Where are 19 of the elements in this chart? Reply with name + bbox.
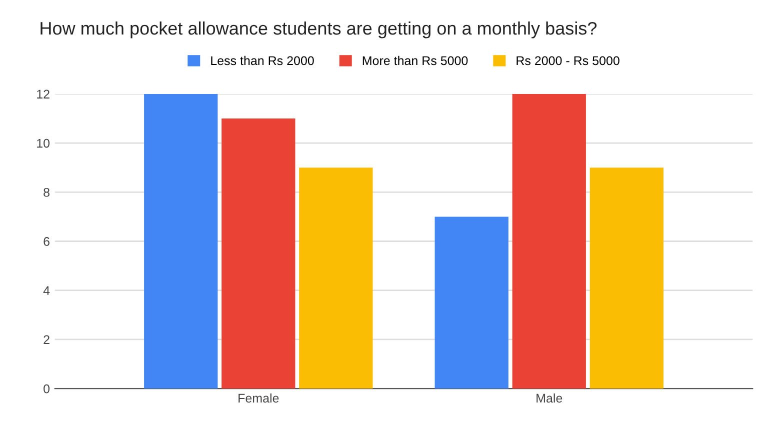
bar — [512, 94, 586, 389]
legend-label: Less than Rs 2000 — [211, 56, 314, 66]
legend-label: Rs 2000 - Rs 5000 — [516, 56, 620, 66]
bar — [299, 168, 373, 389]
bar — [222, 118, 296, 389]
bar — [434, 216, 508, 389]
bar — [590, 168, 664, 389]
y-tick-label: 4 — [43, 286, 50, 295]
y-tick-label: 0 — [44, 384, 50, 394]
bar — [144, 94, 218, 389]
y-tick-label: 6 — [44, 237, 50, 246]
y-tick-label: 12 — [37, 90, 50, 98]
legend-label: More than Rs 5000 — [362, 56, 468, 66]
x-tick-label: Female — [238, 393, 279, 403]
chart-title: How much pocket allowance students are getting on a monthly basis? — [40, 21, 597, 38]
y-tick-label: 8 — [44, 188, 50, 197]
y-tick-label: 2 — [44, 335, 50, 344]
y-tick-label: 10 — [37, 138, 50, 148]
x-tick-label: Male — [536, 393, 562, 403]
